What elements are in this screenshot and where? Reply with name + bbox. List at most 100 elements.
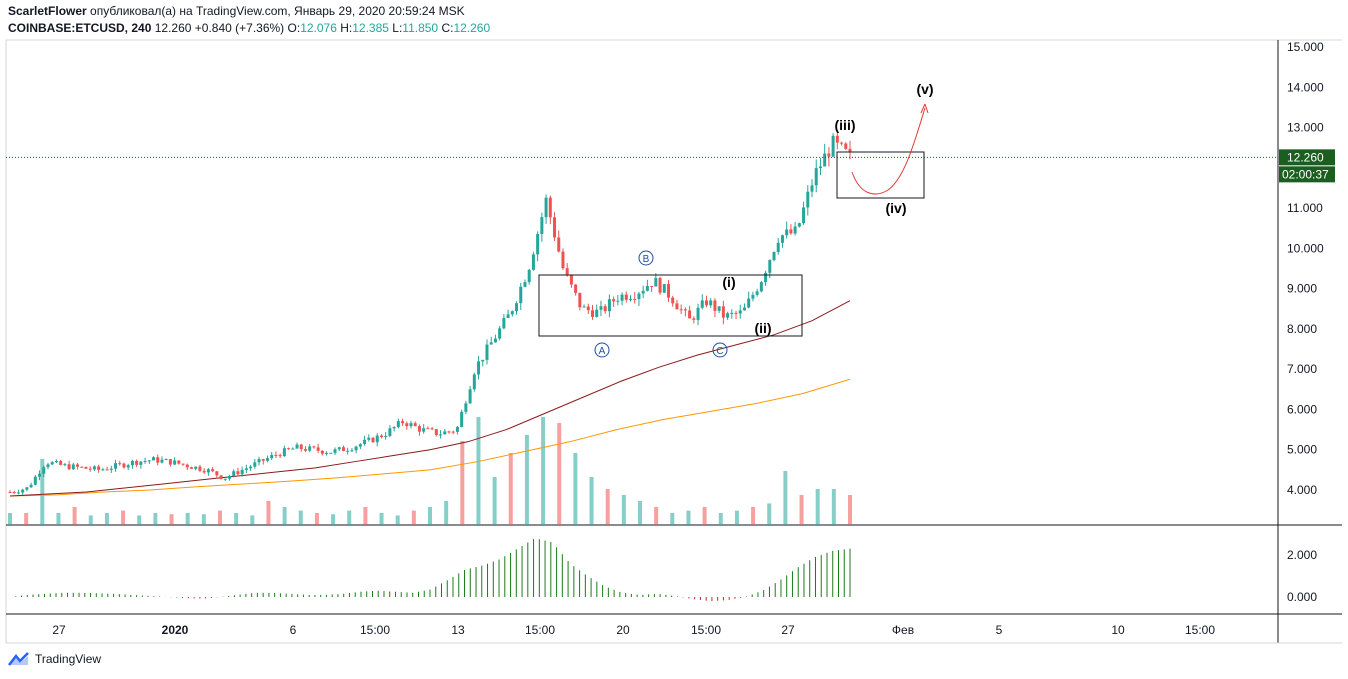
candle-body bbox=[274, 454, 278, 456]
volume-bar bbox=[282, 507, 287, 525]
candle-body bbox=[595, 309, 599, 317]
footer-brand[interactable]: TradingView bbox=[8, 652, 101, 666]
oscillator-axis[interactable]: 2.000 0.000 bbox=[1287, 548, 1317, 604]
candle-body bbox=[624, 294, 628, 300]
candle-body bbox=[742, 307, 746, 311]
candle-body bbox=[747, 298, 751, 308]
candle-body bbox=[738, 310, 742, 314]
moving-averages bbox=[9, 300, 851, 497]
volume-bar bbox=[702, 507, 707, 525]
volume-bar bbox=[72, 507, 77, 525]
candle-body bbox=[751, 294, 755, 299]
price-axis[interactable]: 15.000 14.000 13.000 11.000 10.000 9.000 8.000… bbox=[1287, 40, 1324, 497]
candle-body bbox=[574, 284, 578, 293]
candle-body bbox=[704, 300, 708, 306]
price-tick-label: 13.000 bbox=[1287, 121, 1324, 135]
candle-body bbox=[219, 475, 223, 479]
volume-bar bbox=[605, 489, 610, 525]
volume-bar bbox=[234, 513, 239, 525]
candle-body bbox=[527, 269, 531, 283]
price-tick-label: 5.000 bbox=[1287, 443, 1317, 457]
time-tick-label: 20 bbox=[616, 623, 630, 637]
candle-body bbox=[46, 464, 50, 468]
candle-body bbox=[430, 428, 434, 430]
candle-body bbox=[645, 285, 649, 291]
wave-a-label: A bbox=[599, 346, 606, 357]
low-value: 11.850 bbox=[402, 21, 439, 35]
time-tick-label: 15:00 bbox=[1185, 623, 1215, 637]
candle-body bbox=[481, 359, 485, 362]
candle-body bbox=[147, 460, 151, 462]
candle-body bbox=[477, 361, 481, 375]
candle-body bbox=[515, 303, 519, 312]
candle-body bbox=[223, 478, 227, 480]
candle-body bbox=[261, 459, 265, 461]
candle-body bbox=[312, 446, 316, 448]
candle-body bbox=[840, 142, 844, 144]
candle-body bbox=[139, 461, 143, 465]
volume-bar bbox=[250, 515, 255, 525]
candle-body bbox=[455, 426, 459, 432]
candle-body bbox=[16, 492, 20, 494]
candle-body bbox=[620, 294, 624, 301]
candle-body bbox=[789, 229, 793, 234]
time-tick-label: 15:00 bbox=[360, 623, 390, 637]
candle-body bbox=[76, 464, 80, 467]
candle-body bbox=[561, 251, 565, 269]
candle-body bbox=[544, 197, 548, 218]
volume-bar bbox=[767, 503, 772, 525]
candle-body bbox=[253, 462, 257, 467]
time-axis[interactable]: 27 2020 6 15:00 13 15:00 20 15:00 27 Фев 5 10 15:00 bbox=[52, 623, 1215, 637]
candle-body bbox=[80, 466, 84, 468]
forecast-arrow[interactable] bbox=[851, 107, 926, 195]
candle-body bbox=[126, 465, 130, 468]
candle-body bbox=[506, 314, 510, 318]
candle-body bbox=[818, 166, 822, 169]
candle-body bbox=[202, 470, 206, 473]
forecast-box[interactable] bbox=[836, 151, 925, 199]
candle-body bbox=[417, 426, 421, 432]
candle-body bbox=[236, 471, 240, 475]
candle-body bbox=[354, 446, 358, 451]
close-label: C: bbox=[441, 21, 454, 35]
price-tick-label: 8.000 bbox=[1287, 322, 1317, 336]
candle-body bbox=[658, 278, 662, 293]
candle-body bbox=[168, 459, 172, 465]
wave-iv-label: (iv) bbox=[886, 200, 907, 216]
candle-body bbox=[734, 312, 738, 314]
range-box[interactable] bbox=[538, 274, 803, 337]
volume-bar bbox=[654, 507, 659, 525]
candle-body bbox=[265, 458, 269, 461]
last-price-tag-value: 12.260 bbox=[1287, 150, 1324, 164]
wave-v-label: (v) bbox=[916, 81, 933, 97]
wave-a-circle bbox=[594, 342, 610, 358]
volume-bar bbox=[670, 513, 675, 525]
candle-body bbox=[502, 317, 506, 329]
volume-bar bbox=[169, 514, 174, 525]
candle-body bbox=[426, 428, 430, 430]
candle-body bbox=[814, 168, 818, 186]
price-tick-label: 11.000 bbox=[1287, 201, 1323, 215]
candle-body bbox=[185, 464, 189, 468]
candle-body bbox=[84, 466, 88, 469]
candle-body bbox=[325, 452, 329, 454]
candle-body bbox=[405, 423, 409, 427]
candle-body bbox=[464, 403, 468, 412]
candle-body bbox=[173, 460, 177, 465]
candle-body bbox=[12, 492, 16, 494]
candle-body bbox=[827, 153, 831, 157]
candle-body bbox=[422, 428, 426, 432]
volume-bar bbox=[831, 489, 836, 525]
volume-bar bbox=[686, 510, 691, 525]
candle-body bbox=[333, 449, 337, 453]
volume-bar bbox=[56, 513, 61, 525]
candle-body bbox=[54, 461, 58, 463]
candle-body bbox=[848, 148, 852, 152]
time-tick-label: 6 bbox=[290, 623, 297, 637]
volume-bar bbox=[557, 423, 562, 525]
volume-bar bbox=[848, 495, 852, 525]
time-tick-label: 10 bbox=[1111, 623, 1125, 637]
volume-bar bbox=[201, 514, 206, 525]
symbol-name[interactable]: COINBASE:ETCUSD, 240 bbox=[8, 21, 152, 35]
